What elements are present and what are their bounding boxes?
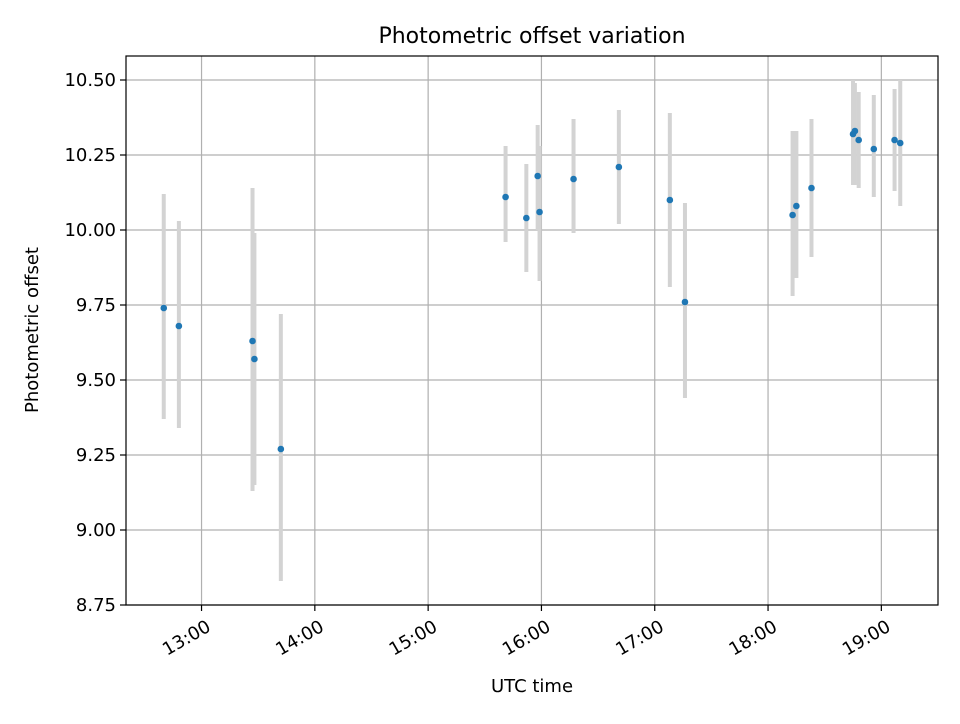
plot-frame [125, 55, 939, 606]
y-tick-label: 10.25 [64, 145, 116, 166]
y-tick-label: 9.25 [76, 445, 116, 466]
data-point-19 [870, 145, 878, 153]
data-point-4 [277, 445, 285, 453]
data-point-3 [251, 355, 258, 363]
grid-layer [126, 56, 938, 606]
data-point-12 [681, 298, 689, 306]
x-axis-label: UTC time [491, 676, 573, 697]
data-point-15 [808, 184, 815, 192]
data-point-18 [855, 136, 862, 144]
data-point-0 [160, 304, 168, 312]
data-point-10 [615, 163, 623, 171]
data-point-14 [793, 202, 800, 210]
data-point-6 [523, 214, 530, 222]
data-point-17 [851, 127, 859, 135]
data-point-21 [896, 139, 904, 147]
data-point-11 [666, 196, 674, 204]
data-point-9 [570, 175, 577, 183]
chart-title: Photometric offset variation [378, 24, 685, 49]
y-tick-label: 9.75 [76, 295, 116, 316]
data-point-2 [249, 337, 256, 345]
data-point-20 [891, 136, 898, 144]
y-tick-label: 10.00 [64, 220, 116, 241]
data-point-1 [175, 322, 183, 330]
y-tick-label: 9.00 [76, 520, 116, 541]
data-point-7 [534, 172, 541, 180]
y-axis: 8.75 9.00 9.25 9.50 9.75 10.00 10.25 10.50 [64, 70, 126, 616]
data-point-5 [502, 193, 509, 201]
data-point-8 [536, 208, 543, 216]
y-tick-label: 10.50 [64, 70, 116, 91]
data-point-13 [789, 211, 796, 219]
point-layer [160, 127, 904, 453]
y-axis-label: Photometric offset [22, 247, 43, 413]
y-tick-label: 8.75 [76, 595, 116, 616]
y-tick-label: 9.50 [76, 370, 116, 391]
